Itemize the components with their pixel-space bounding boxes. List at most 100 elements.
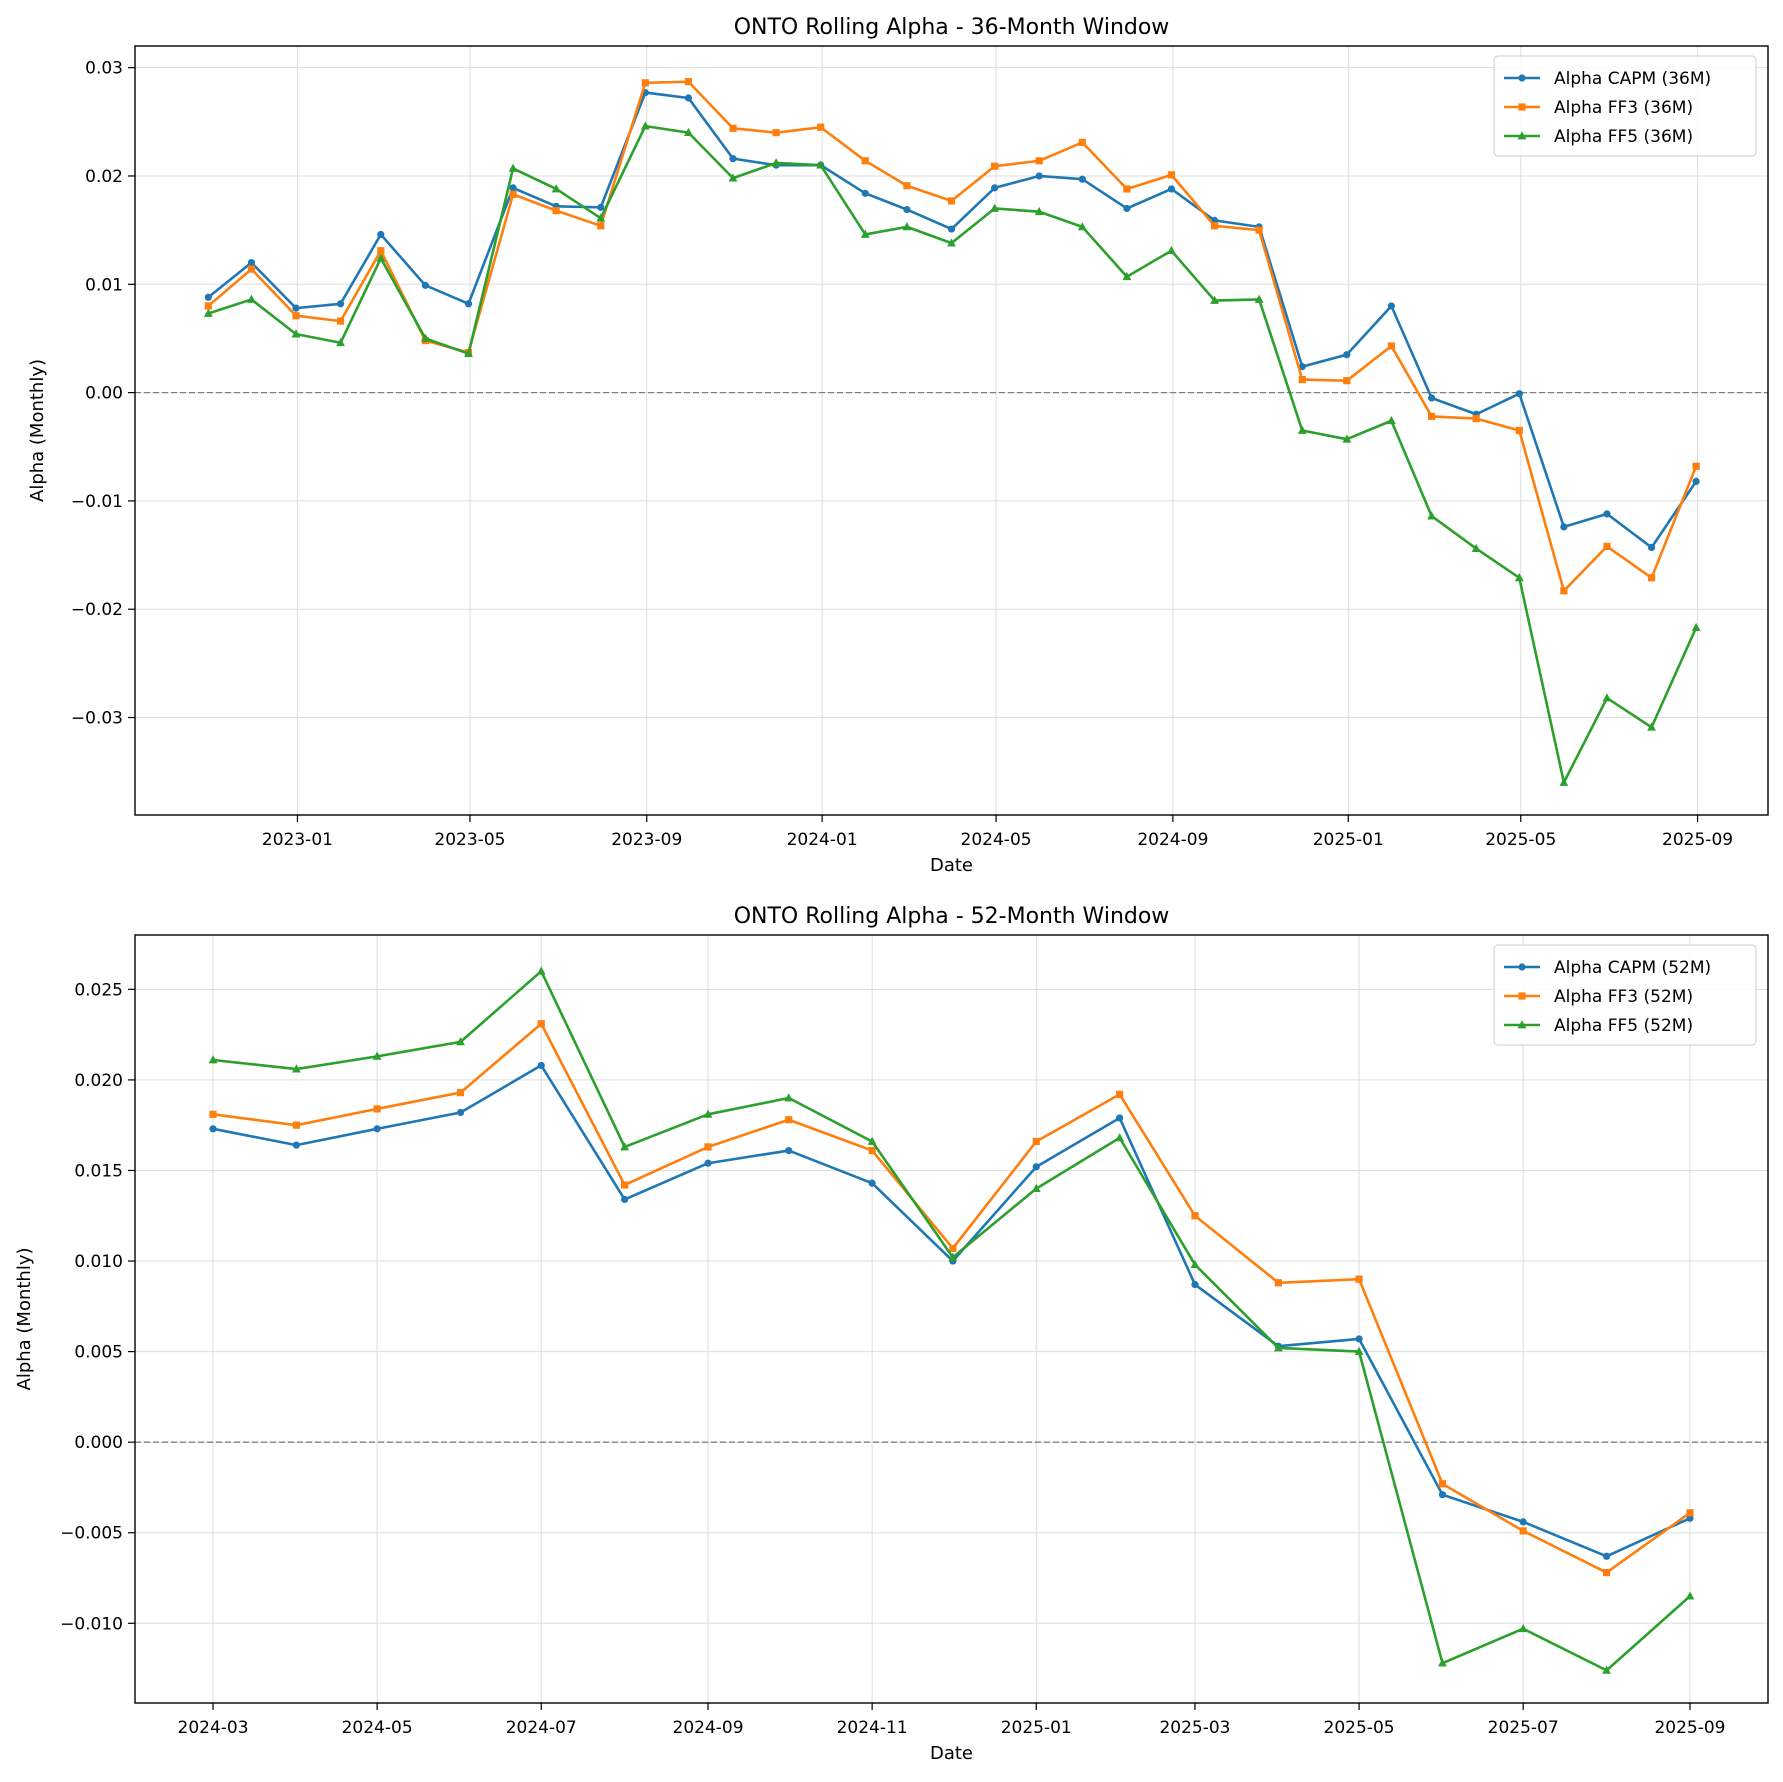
data-point — [1034, 206, 1044, 216]
y-axis-label: Alpha (Monthly) — [27, 359, 48, 502]
data-point — [377, 230, 385, 239]
data-point — [785, 1146, 793, 1155]
x-tick-label: 2025-01 — [1313, 830, 1384, 850]
x-tick-label: 2023-09 — [611, 830, 682, 850]
legend-label: Alpha FF3 (36M) — [1554, 98, 1693, 118]
y-tick-label: −0.02 — [71, 600, 123, 620]
data-point — [1602, 1665, 1611, 1674]
data-point — [1298, 375, 1306, 384]
data-point — [902, 222, 912, 231]
data-point — [551, 184, 561, 193]
data-point — [537, 1061, 545, 1070]
data-point — [204, 293, 212, 301]
data-point — [684, 78, 693, 86]
data-point — [817, 123, 825, 131]
data-point — [1210, 222, 1219, 230]
x-tick-label: 2024-05 — [342, 1718, 413, 1738]
data-point — [903, 205, 911, 214]
x-tick-label: 2025-05 — [1485, 830, 1556, 850]
data-point — [868, 1179, 876, 1187]
data-point — [1123, 185, 1131, 193]
data-point — [621, 1195, 629, 1204]
data-point — [208, 1055, 218, 1064]
data-point — [861, 189, 869, 197]
legend-label: Alpha FF5 (52M) — [1554, 1016, 1693, 1036]
legend-item: Alpha CAPM (36M) — [1504, 69, 1711, 89]
y-tick-label: 0.00 — [85, 384, 123, 404]
data-point — [1167, 171, 1176, 179]
data-point — [204, 302, 212, 310]
data-point — [336, 337, 345, 347]
y-tick-label: −0.01 — [71, 492, 123, 512]
data-point — [947, 225, 956, 233]
data-point — [1691, 622, 1701, 632]
x-tick-label: 2024-01 — [787, 830, 858, 850]
data-point — [1603, 510, 1611, 518]
data-point — [1297, 425, 1307, 434]
x-tick-label: 2023-01 — [262, 830, 333, 850]
data-point — [1438, 1658, 1447, 1667]
data-point — [508, 163, 518, 172]
data-point — [729, 124, 737, 132]
chart-36-month-window: 2023-01 2023-05 2023-09 2024-01 2024-05 2024-… — [27, 15, 1769, 876]
data-point — [861, 157, 869, 165]
legend-label: Alpha CAPM (52M) — [1554, 958, 1711, 978]
data-point — [377, 247, 385, 255]
x-tick-label: 2025-01 — [1001, 1718, 1072, 1738]
data-point — [867, 1136, 877, 1145]
chart-title: ONTO Rolling Alpha - 52-Month Window — [734, 904, 1170, 929]
legend: Alpha CAPM (52M) Alpha FF3 (52M) Alpha FF5… — [1493, 944, 1757, 1046]
data-point — [1115, 1133, 1125, 1142]
x-tick-label: 2024-09 — [1137, 830, 1208, 850]
data-point — [1123, 204, 1131, 213]
data-point — [991, 162, 999, 170]
data-point — [291, 329, 301, 338]
data-point — [1035, 172, 1043, 180]
y-tick-label: 0.005 — [74, 1343, 123, 1363]
data-point — [336, 317, 345, 325]
data-point — [292, 1141, 301, 1149]
data-point — [537, 1020, 545, 1028]
data-point — [1427, 511, 1437, 520]
data-point — [1032, 1137, 1040, 1146]
x-axis-label: Date — [930, 855, 973, 876]
data-point — [1647, 722, 1656, 731]
y-tick-label: 0.000 — [74, 1433, 123, 1453]
y-axis-label: Alpha (Monthly) — [14, 1247, 35, 1390]
y-tick-label: −0.010 — [60, 1614, 123, 1634]
data-point — [1560, 523, 1568, 531]
data-point — [704, 1159, 712, 1167]
data-point — [1438, 1480, 1447, 1488]
x-tick-label: 2025-09 — [1662, 830, 1733, 850]
data-point — [1602, 1568, 1611, 1577]
data-point — [868, 1146, 876, 1155]
data-point — [1273, 1343, 1283, 1352]
data-point — [1647, 543, 1656, 552]
data-point — [1122, 271, 1132, 281]
data-point — [948, 1252, 958, 1261]
data-point — [1518, 992, 1526, 1000]
data-point — [1647, 574, 1656, 582]
data-point — [596, 213, 606, 222]
data-point — [728, 173, 738, 182]
legend-item: Alpha CAPM (52M) — [1504, 958, 1711, 978]
legend-item: Alpha FF5 (52M) — [1504, 1016, 1693, 1036]
series-capm — [204, 88, 1700, 552]
data-point — [1602, 693, 1612, 702]
data-point — [372, 1051, 382, 1060]
data-point — [1078, 175, 1086, 183]
data-point — [1514, 573, 1524, 582]
data-point — [292, 1064, 301, 1073]
data-point — [464, 300, 473, 308]
data-point — [1519, 1527, 1527, 1535]
y-tick-label: 0.01 — [85, 275, 123, 295]
data-point — [1032, 1163, 1040, 1171]
legend-label: Alpha CAPM (36M) — [1554, 69, 1711, 89]
x-tick-label: 2025-03 — [1159, 1718, 1230, 1738]
data-point — [1254, 294, 1264, 303]
data-point — [1515, 426, 1523, 435]
data-point — [1387, 302, 1395, 310]
data-point — [292, 312, 300, 320]
data-point — [772, 129, 780, 137]
